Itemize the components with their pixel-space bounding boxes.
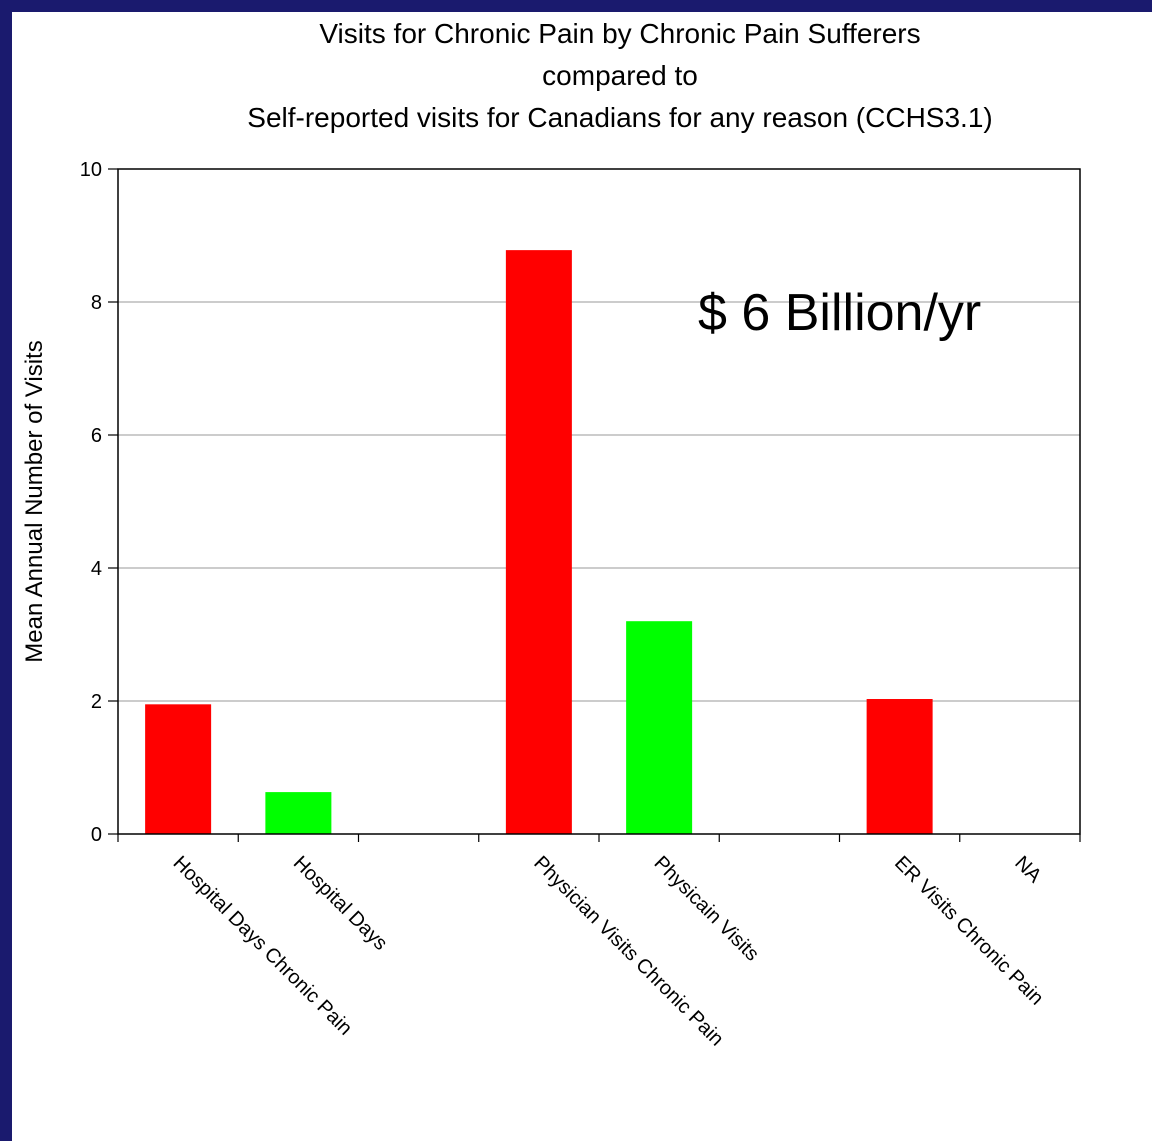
plot-area-frame — [117, 168, 1081, 835]
slide-panel: Visits for Chronic Pain by Chronic Pain … — [12, 12, 1152, 1141]
cost-annotation: $ 6 Billion/yr — [698, 284, 981, 342]
bars — [145, 250, 933, 834]
x-tick-label: Physician Visits Chronic Pain — [529, 852, 727, 1050]
y-tick-label: 0 — [91, 824, 102, 846]
x-tick-label: Physicain Visits — [650, 852, 764, 966]
chart-title-line-1: Visits for Chronic Pain by Chronic Pain … — [319, 18, 920, 49]
bar-chart: Visits for Chronic Pain by Chronic Pain … — [21, 18, 1081, 1050]
gridlines — [118, 301, 1080, 702]
x-tick-label: Hospital Days — [289, 852, 392, 955]
bar-0 — [145, 704, 212, 834]
y-tick-label: 4 — [91, 558, 102, 580]
chart-title-line-2: compared to — [542, 60, 698, 91]
chart-title: Visits for Chronic Pain by Chronic Pain … — [247, 18, 992, 133]
bar-6 — [866, 699, 933, 834]
chart-title-line-3: Self-reported visits for Canadians for a… — [247, 102, 992, 133]
bar-1 — [265, 792, 332, 834]
y-tick-label: 6 — [91, 425, 102, 447]
x-tick-label: NA — [1010, 852, 1046, 888]
bar-4 — [626, 621, 693, 834]
bar-3 — [505, 250, 572, 834]
y-tick-label: 2 — [91, 691, 102, 713]
y-tick-label: 8 — [91, 292, 102, 314]
y-axis-title: Mean Annual Number of Visits — [21, 340, 48, 662]
y-axis-ticks: 0 2 4 6 8 10 — [80, 159, 118, 846]
y-tick-label: 10 — [80, 159, 102, 181]
